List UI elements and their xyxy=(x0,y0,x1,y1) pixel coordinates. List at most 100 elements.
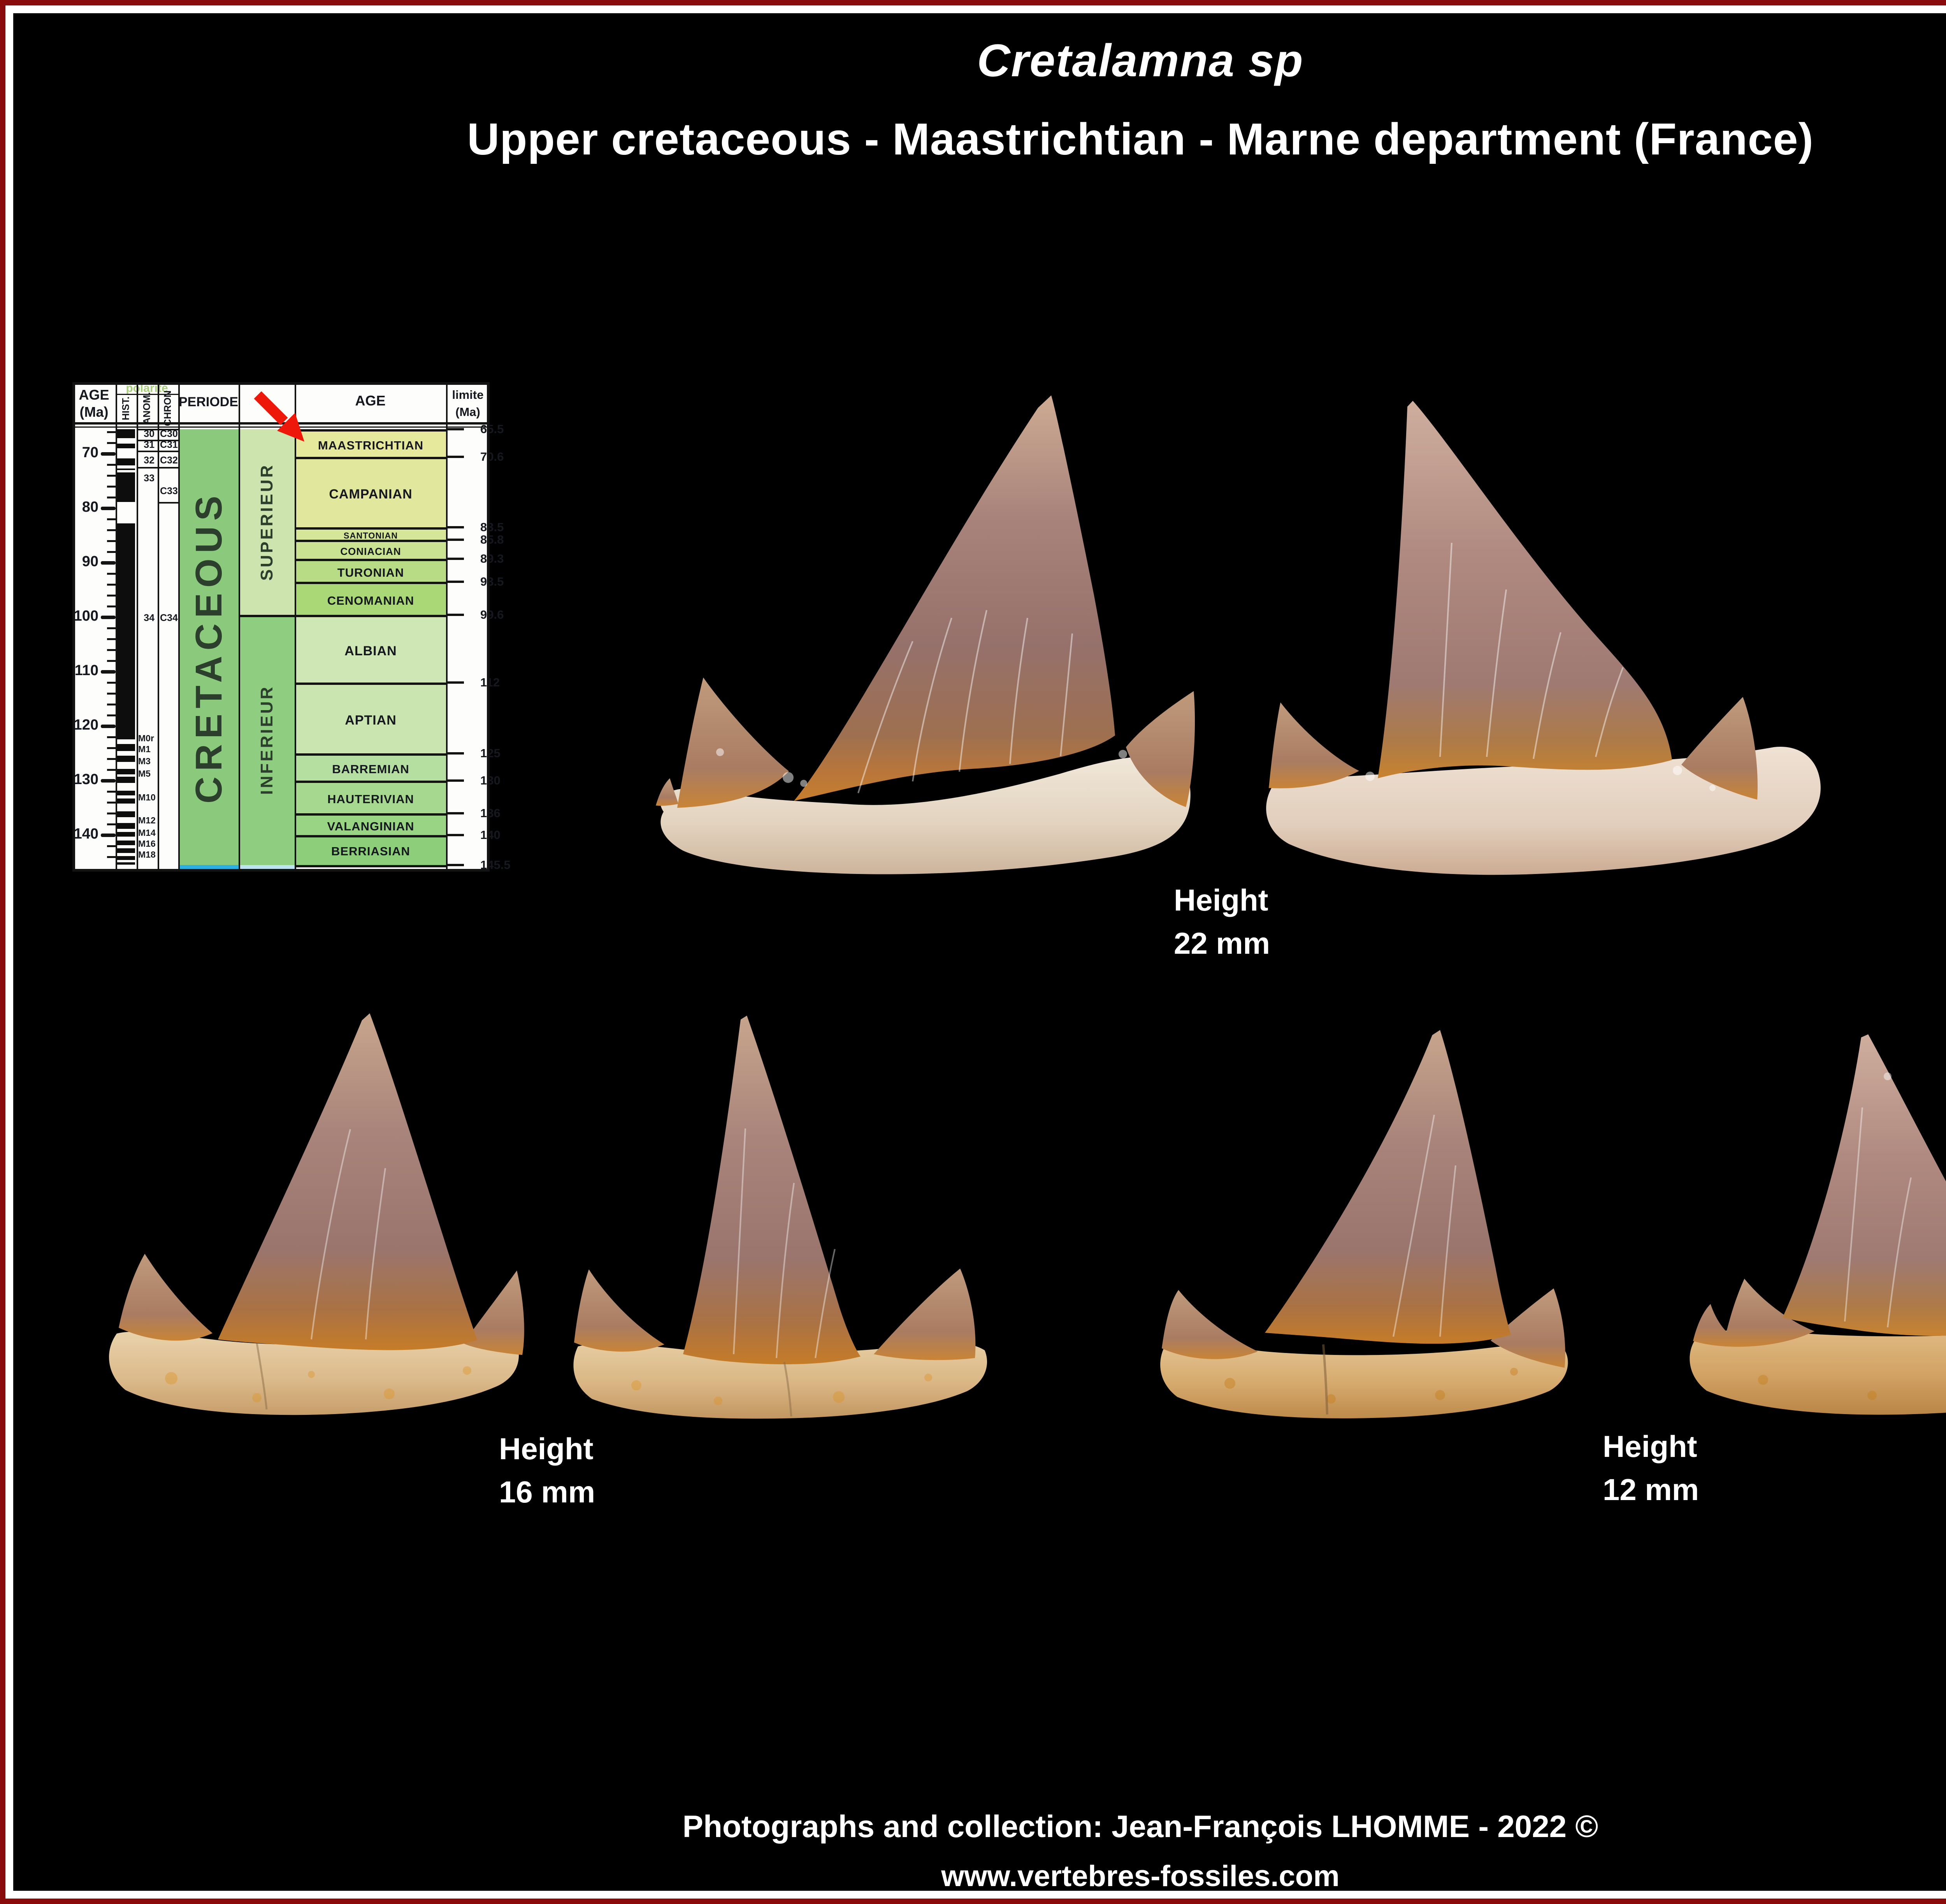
polarity-segment xyxy=(117,469,135,470)
chron-label: C34 xyxy=(160,612,178,623)
height-value: 12 mm xyxy=(1603,1472,1699,1507)
polarity-segment xyxy=(117,811,135,817)
period-band xyxy=(179,429,239,865)
mchron-label: M10 xyxy=(138,792,156,803)
epoch-band xyxy=(239,429,295,615)
column-separator xyxy=(295,382,296,872)
limit-tick xyxy=(446,581,464,583)
limit-label: 125 xyxy=(480,746,501,760)
height-value: 22 mm xyxy=(1174,926,1270,960)
age-tick-minor xyxy=(107,856,116,858)
polarity-segment xyxy=(117,472,135,502)
column-separator xyxy=(158,382,159,872)
age-tick-label: 70 xyxy=(82,444,98,461)
limit-tick xyxy=(446,526,464,528)
polarity-segment xyxy=(117,523,135,739)
age-tick-minor xyxy=(107,573,116,575)
age-tick-minor xyxy=(107,769,116,771)
age-tick-major xyxy=(101,725,116,728)
stage-row-valanginian: VALANGINIAN xyxy=(295,813,446,837)
age-tick-minor xyxy=(107,497,116,498)
tooth-photo-16mm-lingual xyxy=(573,1016,987,1419)
highlight-arrow-icon xyxy=(254,391,304,442)
height-label-word: Height xyxy=(1603,1429,1697,1464)
polarity-segment xyxy=(117,862,135,865)
age-tick-label: 120 xyxy=(74,717,98,733)
height-label-16mm: Height 16 mm xyxy=(499,1427,595,1514)
stage-row-coniacian: CONIACIAN xyxy=(295,540,446,562)
mchron-label: M14 xyxy=(138,828,156,838)
anom-label: 32 xyxy=(144,455,155,466)
page-subtitle: Upper cretaceous - Maastrichtian - Marne… xyxy=(467,114,1814,164)
age-tick-minor xyxy=(107,486,116,488)
height-value: 16 mm xyxy=(499,1474,595,1509)
limit-label: 93.5 xyxy=(480,575,504,588)
age-tick-minor xyxy=(107,540,116,542)
limit-tick xyxy=(446,681,464,684)
limit-tick xyxy=(446,456,464,458)
limit-tick xyxy=(446,752,464,755)
age-tick-minor xyxy=(107,791,116,793)
stage-row-aptian: APTIAN xyxy=(295,683,446,756)
stage-row-santonian: SANTONIAN xyxy=(295,527,446,542)
limit-label: 140 xyxy=(480,828,501,842)
limit-tick xyxy=(446,864,464,866)
age-tick-minor xyxy=(107,845,116,847)
mchron-label: M1 xyxy=(138,744,151,754)
polarity-segment xyxy=(117,444,135,448)
age-tick-label: 140 xyxy=(74,826,98,842)
age-tick-major xyxy=(101,834,116,837)
polarity-bar xyxy=(117,382,135,870)
age-tick-major xyxy=(101,561,116,565)
limit-label: 136 xyxy=(480,806,501,820)
age-tick-major xyxy=(101,779,116,783)
age-tick-minor xyxy=(107,682,116,684)
age-tick-minor xyxy=(107,649,116,651)
limit-label: 85.8 xyxy=(480,533,504,547)
age-tick-minor xyxy=(107,518,116,520)
tooth-photo-12mm-labial xyxy=(1160,1030,1568,1418)
polarity-segment xyxy=(117,791,135,795)
header-stage: AGE xyxy=(355,393,386,409)
stage-row-turonian: TURONIAN xyxy=(295,559,446,584)
polarity-segment xyxy=(117,429,135,438)
polarity-segment xyxy=(117,777,135,783)
age-tick-minor xyxy=(107,823,116,825)
age-tick-minor xyxy=(107,529,116,531)
age-tick-major xyxy=(101,507,116,510)
age-tick-label: 100 xyxy=(74,608,98,624)
age-tick-minor xyxy=(107,714,116,716)
age-tick-minor xyxy=(107,475,116,477)
polarity-segment xyxy=(117,823,135,829)
column-separator xyxy=(137,382,138,872)
chron-grid-line xyxy=(137,467,178,469)
limit-tick xyxy=(446,614,464,616)
header-age-axis-unit: (Ma) xyxy=(79,404,109,420)
limit-tick xyxy=(446,834,464,836)
age-tick-minor xyxy=(107,464,116,466)
footer-url: www.vertebres-fossiles.com xyxy=(941,1860,1340,1893)
polarity-segment xyxy=(117,744,135,751)
page-border-inner xyxy=(5,5,1946,1899)
page-title: Cretalamna sp xyxy=(977,35,1304,86)
age-tick-minor xyxy=(107,442,116,444)
header-line xyxy=(116,394,178,395)
stage-row-maastrichtian: MAASTRICHTIAN xyxy=(295,429,446,460)
age-tick-label: 90 xyxy=(82,553,98,570)
mchron-label: M3 xyxy=(138,756,151,766)
height-label-12mm: Height 12 mm xyxy=(1603,1425,1699,1511)
header-period: PERIODE xyxy=(178,395,239,409)
epoch-band xyxy=(239,615,295,865)
chron-label: C33 xyxy=(160,485,178,497)
stratigraphic-chart: CRETACEOUS SUPERIEUR INFERIEUR 65.5 MAASTRIC… xyxy=(72,382,511,872)
stage-row-albian: ALBIAN xyxy=(295,615,446,685)
age-tick-minor xyxy=(107,660,116,662)
footer-credit: Photographs and collection: Jean-Françoi… xyxy=(682,1809,1598,1844)
header-limit: limite xyxy=(452,388,484,402)
limit-tick xyxy=(446,812,464,814)
age-tick-minor xyxy=(107,802,116,804)
limit-tick xyxy=(446,539,464,541)
limit-label: 130 xyxy=(480,774,501,787)
height-label-word: Height xyxy=(1174,883,1268,917)
limit-label: 112 xyxy=(480,676,500,689)
